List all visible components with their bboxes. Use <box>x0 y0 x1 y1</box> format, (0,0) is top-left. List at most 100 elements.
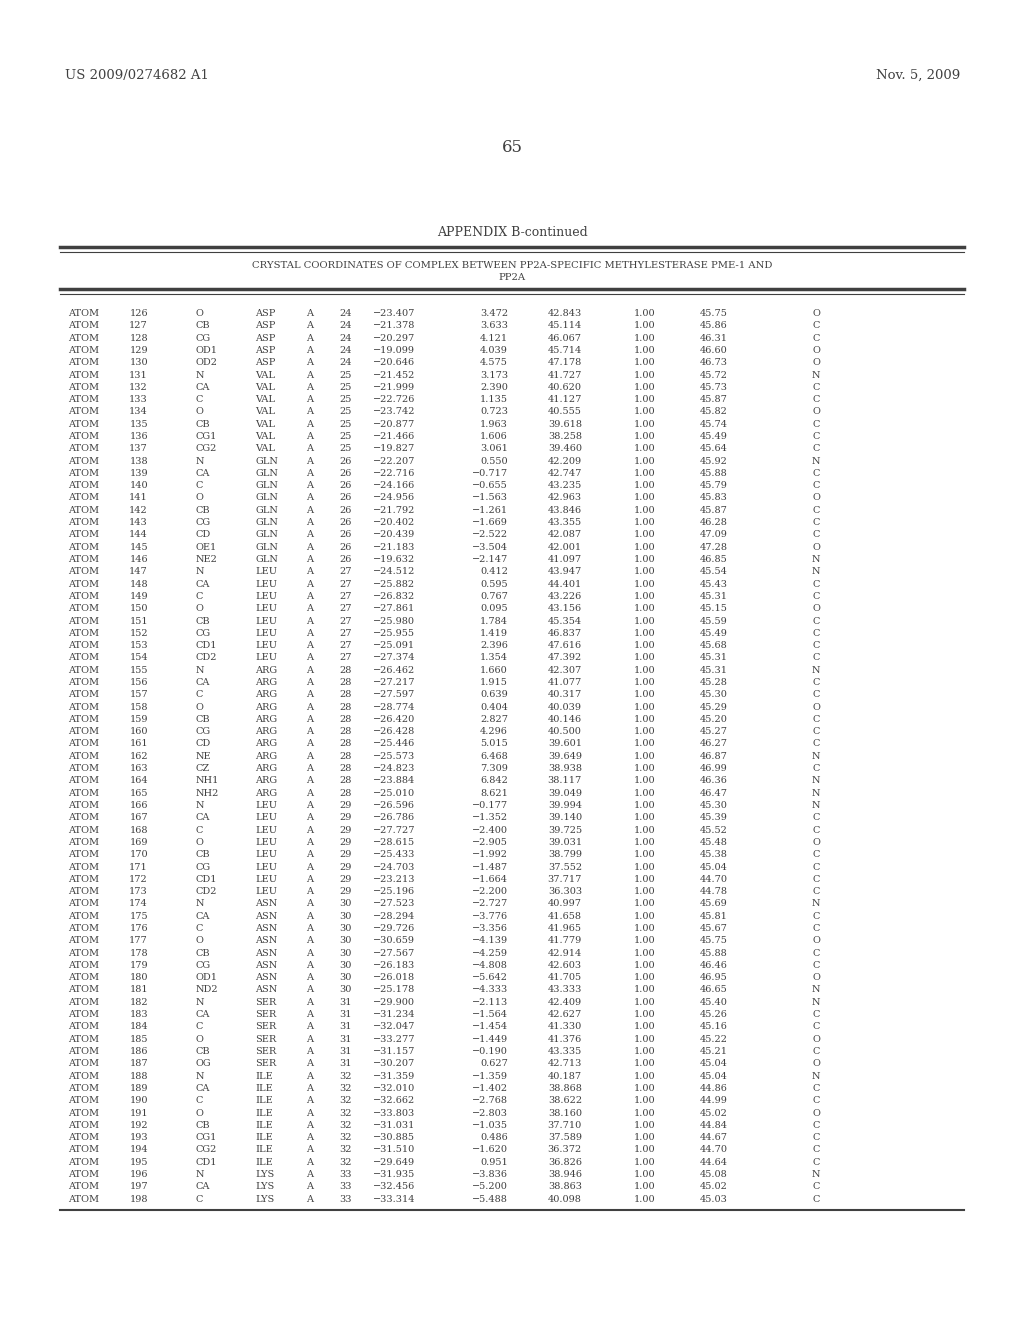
Text: CRYSTAL COORDINATES OF COMPLEX BETWEEN PP2A-SPECIFIC METHYLESTERASE PME-1 AND: CRYSTAL COORDINATES OF COMPLEX BETWEEN P… <box>252 260 772 269</box>
Text: 45.31: 45.31 <box>700 653 728 663</box>
Text: A: A <box>306 973 313 982</box>
Text: −4.259: −4.259 <box>472 949 508 957</box>
Text: 2.396: 2.396 <box>480 642 508 651</box>
Text: 1.00: 1.00 <box>634 469 655 478</box>
Text: −24.823: −24.823 <box>373 764 415 774</box>
Text: A: A <box>306 432 313 441</box>
Text: 1.00: 1.00 <box>634 949 655 957</box>
Text: 8.621: 8.621 <box>480 789 508 797</box>
Text: ATOM: ATOM <box>68 1195 99 1204</box>
Text: 1.00: 1.00 <box>634 1121 655 1130</box>
Text: −1.620: −1.620 <box>472 1146 508 1155</box>
Text: C: C <box>196 591 204 601</box>
Text: ATOM: ATOM <box>68 519 99 527</box>
Text: A: A <box>306 420 313 429</box>
Text: 45.16: 45.16 <box>700 1023 728 1031</box>
Text: 25: 25 <box>340 371 352 380</box>
Text: 40.500: 40.500 <box>548 727 582 737</box>
Text: 43.226: 43.226 <box>548 591 582 601</box>
Text: 3.472: 3.472 <box>480 309 508 318</box>
Text: 175: 175 <box>129 912 148 921</box>
Text: C: C <box>813 1121 820 1130</box>
Text: CA: CA <box>196 1084 210 1093</box>
Text: C: C <box>813 727 820 737</box>
Text: ATOM: ATOM <box>68 628 99 638</box>
Text: C: C <box>813 531 820 540</box>
Text: −20.402: −20.402 <box>373 519 415 527</box>
Text: 27: 27 <box>340 605 352 614</box>
Text: 32: 32 <box>340 1096 352 1105</box>
Text: −33.314: −33.314 <box>373 1195 415 1204</box>
Text: 149: 149 <box>129 591 148 601</box>
Text: 1.00: 1.00 <box>634 862 655 871</box>
Text: 45.69: 45.69 <box>700 899 728 908</box>
Text: 38.799: 38.799 <box>548 850 582 859</box>
Text: A: A <box>306 494 313 503</box>
Text: A: A <box>306 715 313 723</box>
Text: C: C <box>813 1158 820 1167</box>
Text: 2.390: 2.390 <box>480 383 508 392</box>
Text: −2.113: −2.113 <box>472 998 508 1007</box>
Text: CG: CG <box>196 628 211 638</box>
Text: ATOM: ATOM <box>68 776 99 785</box>
Text: ASN: ASN <box>255 949 278 957</box>
Text: 45.04: 45.04 <box>700 1072 728 1081</box>
Text: 29: 29 <box>340 838 352 847</box>
Text: ATOM: ATOM <box>68 482 99 490</box>
Text: 177: 177 <box>129 936 148 945</box>
Text: 1.00: 1.00 <box>634 482 655 490</box>
Text: 46.837: 46.837 <box>548 628 582 638</box>
Text: 31: 31 <box>340 998 352 1007</box>
Text: −33.803: −33.803 <box>373 1109 415 1118</box>
Text: C: C <box>813 690 820 700</box>
Text: ATOM: ATOM <box>68 531 99 540</box>
Text: 172: 172 <box>129 875 148 884</box>
Text: 1.00: 1.00 <box>634 961 655 970</box>
Text: C: C <box>813 616 820 626</box>
Text: 1.00: 1.00 <box>634 568 655 577</box>
Text: 166: 166 <box>129 801 148 810</box>
Text: ATOM: ATOM <box>68 875 99 884</box>
Text: −31.234: −31.234 <box>373 1010 415 1019</box>
Text: 31: 31 <box>340 1023 352 1031</box>
Text: ATOM: ATOM <box>68 1170 99 1179</box>
Text: 30: 30 <box>340 961 352 970</box>
Text: C: C <box>813 1096 820 1105</box>
Text: ATOM: ATOM <box>68 727 99 737</box>
Text: A: A <box>306 1084 313 1093</box>
Text: ARG: ARG <box>255 789 278 797</box>
Text: CD2: CD2 <box>196 653 217 663</box>
Text: −0.717: −0.717 <box>472 469 508 478</box>
Text: 45.21: 45.21 <box>700 1047 728 1056</box>
Text: 45.714: 45.714 <box>548 346 582 355</box>
Text: −1.261: −1.261 <box>472 506 508 515</box>
Text: C: C <box>813 739 820 748</box>
Text: −32.010: −32.010 <box>373 1084 415 1093</box>
Text: CA: CA <box>196 813 210 822</box>
Text: 1.00: 1.00 <box>634 395 655 404</box>
Text: −26.596: −26.596 <box>373 801 415 810</box>
Text: −23.742: −23.742 <box>373 408 415 416</box>
Text: PP2A: PP2A <box>499 273 525 282</box>
Text: −21.999: −21.999 <box>373 383 415 392</box>
Text: A: A <box>306 776 313 785</box>
Text: 45.29: 45.29 <box>700 702 728 711</box>
Text: ATOM: ATOM <box>68 973 99 982</box>
Text: −1.352: −1.352 <box>472 813 508 822</box>
Text: 197: 197 <box>129 1183 148 1192</box>
Text: 7.309: 7.309 <box>480 764 508 774</box>
Text: CG1: CG1 <box>196 432 217 441</box>
Text: ATOM: ATOM <box>68 1109 99 1118</box>
Text: A: A <box>306 875 313 884</box>
Text: ILE: ILE <box>255 1072 272 1081</box>
Text: A: A <box>306 825 313 834</box>
Text: −26.420: −26.420 <box>373 715 415 723</box>
Text: 1.00: 1.00 <box>634 986 655 994</box>
Text: A: A <box>306 899 313 908</box>
Text: −21.378: −21.378 <box>373 321 415 330</box>
Text: N: N <box>196 998 205 1007</box>
Text: ASN: ASN <box>255 961 278 970</box>
Text: 127: 127 <box>129 321 148 330</box>
Text: 46.36: 46.36 <box>700 776 728 785</box>
Text: 1.00: 1.00 <box>634 616 655 626</box>
